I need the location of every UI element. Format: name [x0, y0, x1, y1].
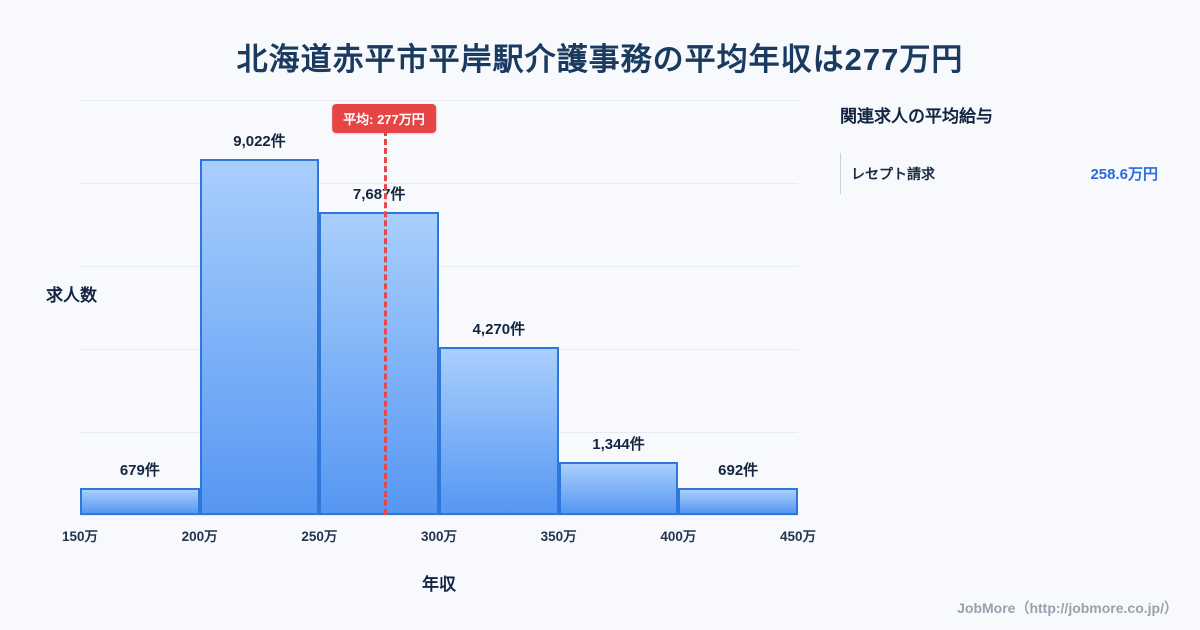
related-jobs-heading: 関連求人の平均給与 — [840, 107, 993, 126]
related-jobs-list: レセプト請求 258.6万円 — [840, 153, 1158, 194]
related-jobs-panel: 関連求人の平均給与 レセプト請求 258.6万円 — [840, 102, 1158, 194]
bar-value-label: 7,687件 — [352, 185, 406, 203]
bar-value-label: 692件 — [718, 461, 759, 479]
average-line — [383, 130, 387, 515]
chart-gridline — [80, 515, 798, 516]
histogram-bar — [439, 346, 559, 515]
footer-credit: JobMore（http://jobmore.co.jp/） — [957, 600, 1178, 616]
page-title: 北海道赤平市平岸駅介護事務の平均年収は277万円 — [236, 42, 964, 77]
bar-value-label: 9,022件 — [233, 133, 286, 150]
histogram-bar — [80, 488, 200, 515]
average-badge: 平均: 277万円 — [332, 104, 436, 133]
related-job-item: レセプト請求 258.6万円 — [840, 153, 1158, 194]
x-axis-tick: 350万 — [540, 529, 577, 544]
x-axis-tick: 300万 — [420, 529, 458, 544]
related-job-label: レセプト請求 — [851, 165, 935, 182]
bar-value-label: 4,270件 — [472, 320, 526, 338]
histogram-bar — [199, 159, 320, 515]
y-axis-label: 求人数 — [46, 286, 97, 305]
bar-value-label: 679件 — [119, 462, 160, 480]
chart-gridline — [80, 183, 798, 184]
x-axis-tick: 150万 — [61, 529, 99, 544]
histogram-bar — [558, 461, 679, 515]
x-axis-tick: 250万 — [301, 529, 338, 544]
x-axis-tick: 200万 — [181, 529, 218, 544]
bar-value-label: 1,344件 — [592, 435, 645, 453]
histogram-bar — [319, 211, 439, 515]
x-axis-tick: 400万 — [660, 529, 697, 544]
x-axis-label: 年収 — [422, 575, 456, 594]
chart-gridline — [80, 266, 798, 267]
salary-histogram: 679件 9,022件 7,687件 4,270件 1,344件 692件 150万 200万… — [62, 100, 816, 544]
related-job-value: 258.6万円 — [1090, 166, 1158, 183]
x-axis-tick: 450万 — [779, 529, 817, 544]
chart-gridline — [80, 100, 798, 101]
histogram-bar — [678, 487, 798, 515]
